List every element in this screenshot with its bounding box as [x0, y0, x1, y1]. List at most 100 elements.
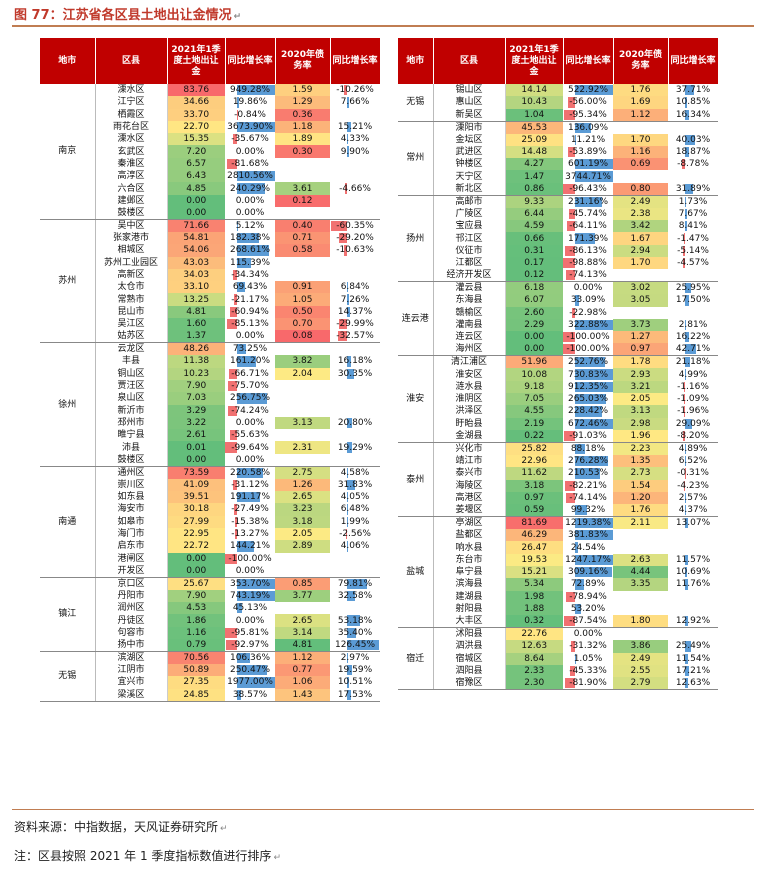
land-revenue-cell: 0.59 — [505, 504, 563, 518]
growth-value: -75.70% — [231, 381, 269, 392]
debt-growth-cell: 17.21% — [668, 665, 718, 677]
growth-value: -100.00% — [566, 332, 610, 343]
growth-value: 4.06% — [340, 541, 370, 552]
debt-ratio-cell: 2.65 — [275, 491, 330, 504]
district-cell: 清江浦区 — [433, 355, 506, 369]
growth-value: 743.19% — [229, 590, 271, 601]
growth-bar — [684, 518, 688, 529]
land-growth-cell: 672.46% — [563, 418, 613, 430]
land-revenue-cell: 2.33 — [505, 664, 563, 678]
land-growth-cell: -74.24% — [225, 405, 275, 417]
debt-ratio-cell: 0.50 — [275, 305, 330, 319]
district-cell: 溧水区 — [95, 84, 168, 97]
land-revenue-cell: 7.03 — [167, 392, 225, 405]
land-revenue-cell: 3.18 — [505, 479, 563, 492]
growth-value: 30.35% — [337, 368, 373, 379]
land-revenue-cell: 0.17 — [505, 256, 563, 270]
land-revenue-cell: 9.18 — [505, 380, 563, 394]
land-growth-cell: 45.13% — [225, 602, 275, 614]
land-growth-cell: 5.12% — [225, 219, 275, 232]
land-revenue-cell: 27.99 — [167, 515, 225, 528]
growth-value: 5.12% — [235, 220, 265, 231]
debt-growth-cell: 16.18% — [330, 355, 380, 367]
growth-value: 256.75% — [229, 393, 271, 404]
table-row: 南通 通州区 73.59 220.58% 2.75 4.58% — [40, 466, 380, 578]
growth-value: 15.21% — [337, 122, 373, 133]
debt-growth-cell: 4.33% — [330, 133, 380, 145]
district-cell: 溧水区 — [95, 133, 168, 146]
footnote: 注：区县按照 2021 年 1 季度指标数值进行排序 ↵ — [14, 849, 281, 863]
district-cell: 盐都区 — [433, 529, 506, 542]
debt-ratio-cell: 1.76 — [613, 504, 668, 518]
growth-bar — [571, 641, 575, 652]
header-row: 地市 区县 2021年1季度土地出让金 同比增长率 2020年债务率 同比增长率 — [40, 38, 381, 84]
growth-bar — [236, 121, 275, 133]
land-revenue-cell: 14.14 — [505, 84, 563, 97]
table-row: 广陵区 6.44 -45.74% 2.38 7.67% — [398, 207, 718, 221]
growth-bar — [574, 579, 584, 590]
land-revenue-cell: 30.18 — [167, 503, 225, 516]
growth-bar — [346, 578, 368, 589]
growth-bar — [563, 183, 575, 194]
growth-value: 191.17% — [229, 492, 271, 503]
land-growth-cell: -91.03% — [563, 429, 613, 443]
debt-ratio-cell: 2.89 — [275, 540, 330, 553]
district-cell: 淮阴区 — [433, 393, 506, 406]
right-data-table: 地市 区县 2021年1季度土地出让金 同比增长率 2020年债务率 同比增长率 无锡 锡山区… — [398, 38, 719, 691]
table-row: 射阳县 1.88 53.20% — [398, 602, 718, 616]
table-row: 崇川区 41.09 -31.12% 1.26 31.83% — [40, 478, 380, 492]
district-cell: 兴化市 — [433, 442, 506, 455]
city-cell: 泰州 — [398, 442, 434, 518]
debt-growth-cell: 4.05% — [330, 491, 380, 503]
growth-value: 265.03% — [567, 394, 609, 405]
table-row: 金湖县 0.22 -91.03% 1.96 -8.20% — [398, 429, 718, 443]
growth-value: 730.83% — [567, 369, 609, 380]
table-row: 连云港 灌云县 6.18 0.00% 3.02 25.95% — [398, 281, 718, 357]
growth-value: 353.70% — [229, 578, 271, 589]
table-row: 玄武区 7.20 0.00% 0.30 9.90% — [40, 145, 380, 158]
land-revenue-cell: 13.25 — [167, 293, 225, 306]
land-growth-cell: 252.76% — [563, 356, 613, 369]
growth-value: 17.50% — [675, 295, 711, 306]
source-note: 资料来源：中指数据，天风证券研究所 ↵ — [14, 820, 228, 834]
growth-value: -78.94% — [569, 591, 607, 602]
table-row: 吴江区 1.60 -85.13% 0.70 -29.99% — [40, 318, 380, 331]
land-revenue-cell: 6.07 — [505, 294, 563, 307]
growth-value: -95.81% — [231, 627, 269, 638]
land-growth-cell: -95.81% — [225, 627, 275, 639]
table-row: 淮安区 10.08 730.83% 2.93 4.99% — [398, 368, 718, 381]
land-growth-cell: 220.58% — [225, 466, 275, 479]
growth-value: 601.19% — [567, 159, 609, 170]
land-growth-cell: 171.39% — [563, 232, 613, 244]
debt-ratio-cell: 1.26 — [275, 478, 330, 492]
district-cell: 东海县 — [433, 294, 506, 307]
debt-growth-cell: -8.78% — [668, 158, 718, 170]
growth-value: -29.20% — [336, 233, 374, 244]
debt-ratio-cell: 1.54 — [613, 479, 668, 492]
growth-bar — [346, 442, 352, 453]
debt-ratio-cell — [613, 307, 668, 319]
growth-bar — [683, 480, 685, 491]
growth-bar — [225, 553, 237, 564]
growth-bar — [564, 430, 575, 441]
growth-value: 45.13% — [232, 603, 268, 614]
growth-bar — [346, 528, 347, 540]
debt-ratio-cell: 3.13 — [275, 416, 330, 430]
debt-growth-cell: 9.90% — [330, 145, 380, 157]
table-row: 海陵区 3.18 -82.21% 1.54 -4.23% — [398, 479, 718, 492]
growth-value: 0.00% — [235, 565, 265, 576]
land-revenue-cell: 46.29 — [505, 529, 563, 542]
debt-ratio-cell: 3.61 — [275, 182, 330, 195]
growth-bar — [228, 405, 237, 416]
growth-value: -21.17% — [231, 294, 269, 305]
growth-value: -53.89% — [569, 147, 607, 158]
debt-growth-cell: 19.29% — [330, 441, 380, 453]
district-cell: 宿城区 — [433, 652, 506, 665]
growth-bar — [236, 393, 268, 404]
land-growth-cell: -82.21% — [563, 480, 613, 492]
growth-bar — [684, 357, 691, 368]
land-revenue-cell: 15.21 — [505, 566, 563, 579]
growth-bar — [229, 306, 237, 318]
growth-value: 228.42% — [567, 406, 609, 417]
growth-value: -10.63% — [336, 245, 374, 256]
